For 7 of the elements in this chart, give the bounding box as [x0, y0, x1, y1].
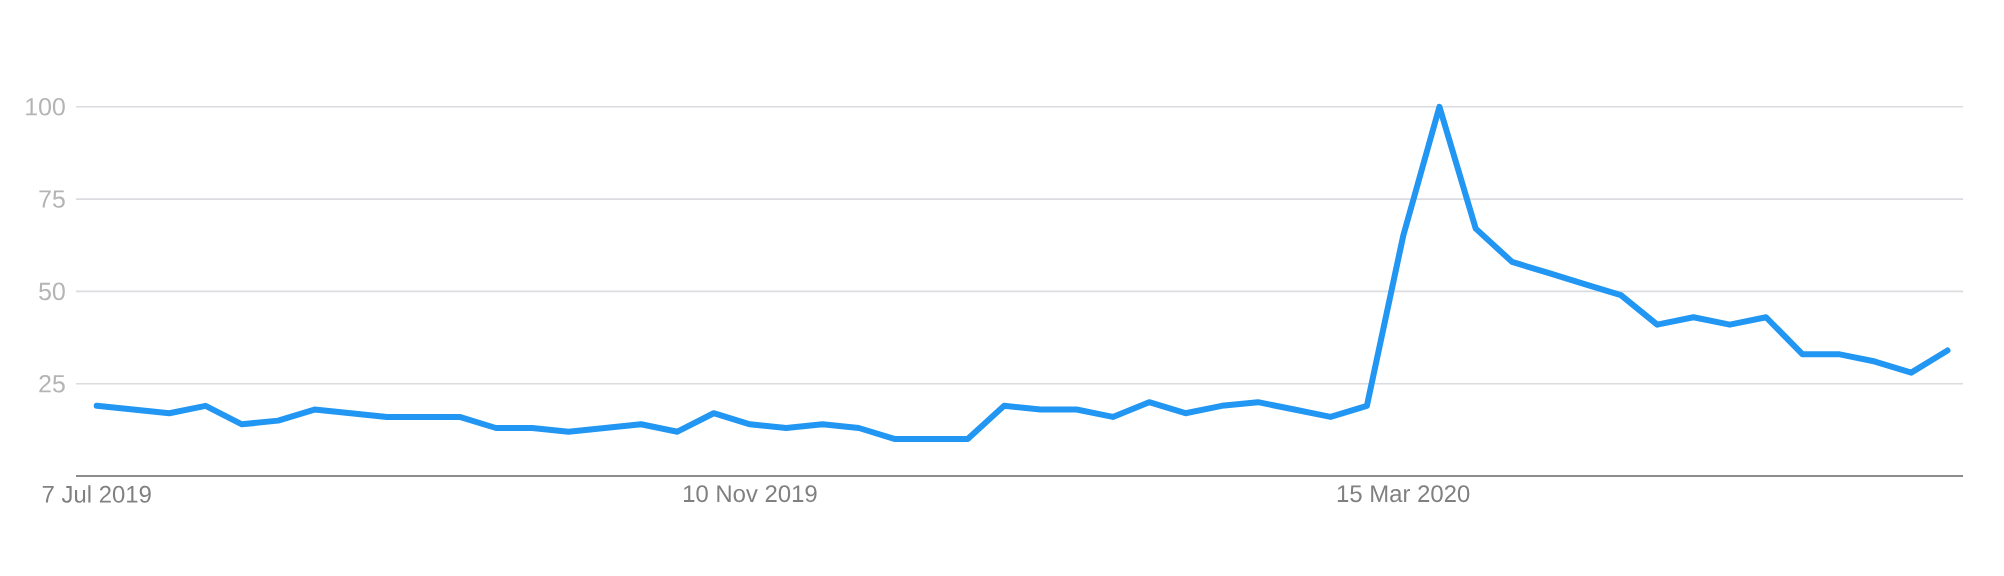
y-tick-label: 25: [39, 374, 65, 393]
y-tick-label: 75: [39, 190, 65, 208]
y-tick-label: 50: [39, 282, 65, 301]
x-tick-label: 10 Nov 2019: [683, 485, 817, 503]
x-tick-label: 15 Mar 2020: [1337, 485, 1470, 503]
y-tick-label: 100: [26, 97, 65, 116]
x-tick-label: 7 Jul 2019: [42, 485, 151, 503]
